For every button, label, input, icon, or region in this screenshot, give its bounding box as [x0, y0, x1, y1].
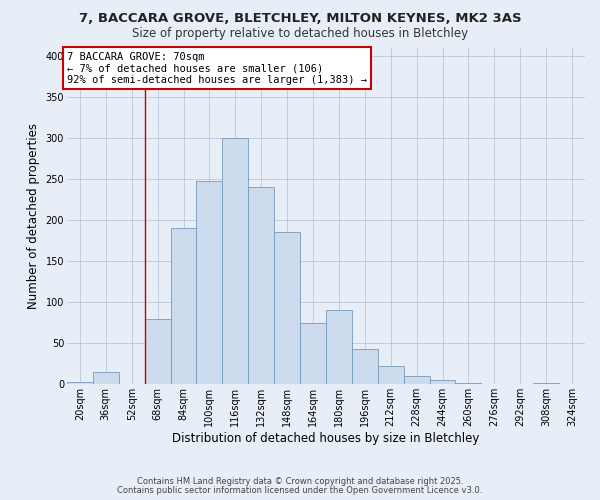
Bar — [352, 349, 378, 384]
Bar — [300, 322, 326, 384]
Bar — [248, 187, 274, 384]
Bar — [404, 376, 430, 384]
Text: Size of property relative to detached houses in Bletchley: Size of property relative to detached ho… — [132, 28, 468, 40]
Text: Contains public sector information licensed under the Open Government Licence v3: Contains public sector information licen… — [118, 486, 482, 495]
Bar — [455, 382, 481, 384]
Text: 7 BACCARA GROVE: 70sqm
← 7% of detached houses are smaller (106)
92% of semi-det: 7 BACCARA GROVE: 70sqm ← 7% of detached … — [67, 52, 367, 85]
Bar — [170, 228, 196, 384]
Bar — [274, 232, 300, 384]
Bar — [196, 180, 223, 384]
Bar — [326, 310, 352, 384]
Bar — [93, 372, 119, 384]
Bar — [67, 382, 93, 384]
Bar — [533, 382, 559, 384]
Text: Contains HM Land Registry data © Crown copyright and database right 2025.: Contains HM Land Registry data © Crown c… — [137, 477, 463, 486]
Text: 7, BACCARA GROVE, BLETCHLEY, MILTON KEYNES, MK2 3AS: 7, BACCARA GROVE, BLETCHLEY, MILTON KEYN… — [79, 12, 521, 26]
Y-axis label: Number of detached properties: Number of detached properties — [27, 123, 40, 309]
Bar — [223, 138, 248, 384]
Bar — [430, 380, 455, 384]
Bar — [145, 318, 170, 384]
Bar — [378, 366, 404, 384]
X-axis label: Distribution of detached houses by size in Bletchley: Distribution of detached houses by size … — [172, 432, 479, 445]
